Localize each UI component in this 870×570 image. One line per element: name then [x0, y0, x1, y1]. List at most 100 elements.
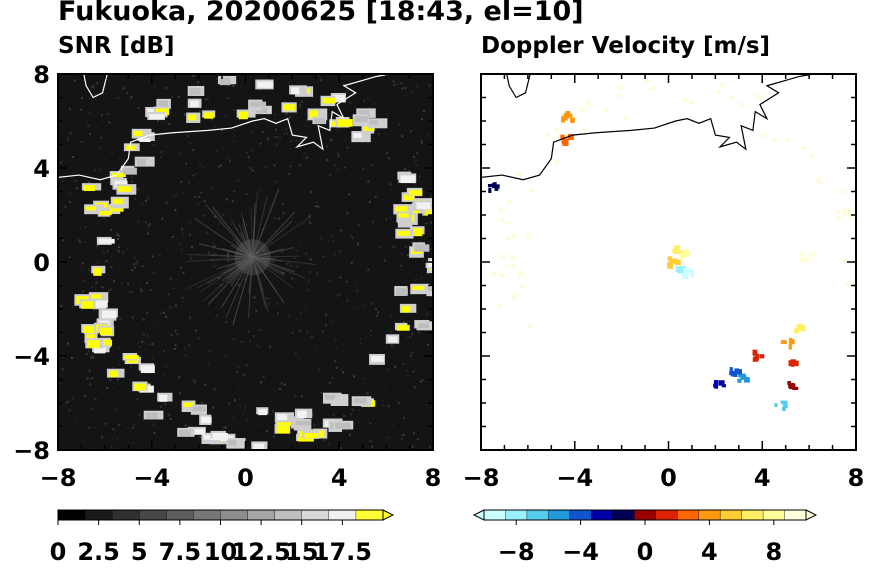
noise-speckle [66, 300, 69, 303]
noise-speckle [119, 317, 122, 320]
noise-speckle [242, 413, 245, 416]
noise-speckle [162, 311, 165, 314]
noise-speckle [202, 214, 205, 217]
velocity-point [780, 400, 786, 404]
noise-speckle [302, 156, 305, 159]
noise-speckle [116, 378, 119, 381]
velocity-point [806, 257, 810, 262]
noise-speckle [137, 106, 140, 109]
noise-speckle [356, 365, 359, 368]
echo-blob [107, 203, 124, 215]
velocity-point [783, 404, 788, 409]
noise-speckle [164, 403, 167, 406]
noise-speckle [369, 329, 372, 332]
velocity-point [798, 323, 804, 330]
velocity-colorbar-swatch [569, 509, 593, 521]
noise-speckle [178, 376, 181, 379]
weak-echo [525, 234, 531, 239]
noise-speckle [356, 243, 359, 246]
noise-speckle [270, 430, 273, 433]
velocity-point [842, 211, 846, 217]
echo-blob-core [201, 416, 212, 424]
noise-speckle [96, 126, 99, 129]
noise-speckle [247, 330, 250, 333]
noise-speckle [87, 124, 90, 127]
snr-x-tick-label: 4 [331, 464, 348, 492]
echo-blob [394, 322, 410, 331]
weak-echo [517, 270, 523, 275]
velocity-point [745, 377, 749, 381]
noise-speckle [88, 268, 91, 271]
velocity-point [560, 134, 565, 140]
snr-colorbar-swatch [193, 509, 222, 521]
echo-blob-core [276, 425, 290, 434]
echo-blob [124, 356, 141, 365]
noise-speckle [106, 386, 109, 389]
snr-panel: −8 −4 0 4 8 8 4 0 −4 −8 [13, 61, 441, 492]
velocity-point [667, 256, 673, 261]
noise-speckle [172, 287, 175, 290]
noise-speckle [147, 224, 150, 227]
noise-speckle [294, 352, 297, 355]
snr-y-tick-label: −8 [13, 437, 50, 465]
noise-speckle [299, 329, 302, 332]
clutter-ray [252, 195, 268, 258]
velocity-point [789, 339, 795, 344]
echo-blob-core [353, 398, 367, 404]
noise-speckle [191, 246, 194, 249]
noise-speckle [59, 262, 62, 265]
echo-blob-core [126, 358, 139, 364]
noise-speckle [342, 371, 345, 374]
weak-echo [500, 254, 506, 259]
velocity-x-tick-label: −8 [463, 464, 500, 492]
velocity-point [755, 353, 760, 360]
echo-blob [187, 98, 202, 108]
snr-colorbar-swatch [139, 509, 168, 521]
noise-speckle [302, 223, 305, 226]
noise-speckle [206, 97, 209, 100]
noise-speckle [95, 153, 98, 156]
noise-speckle [402, 362, 405, 365]
echo-blob [84, 204, 104, 215]
noise-speckle [370, 302, 373, 305]
echo-blob [134, 156, 155, 167]
noise-speckle [407, 320, 410, 323]
noise-speckle [391, 424, 394, 427]
noise-speckle [73, 443, 76, 446]
noise-speckle [260, 423, 263, 426]
noise-speckle [158, 254, 161, 257]
noise-speckle [357, 224, 360, 227]
echo-blob-core [315, 430, 325, 438]
noise-speckle [190, 257, 193, 260]
echo-blob [202, 110, 216, 119]
noise-speckle [427, 134, 430, 137]
noise-speckle [110, 438, 113, 441]
noise-speckle [262, 375, 265, 378]
noise-speckle [329, 173, 332, 176]
noise-speckle [405, 162, 408, 165]
noise-speckle [356, 289, 359, 292]
velocity-point [847, 206, 851, 211]
noise-speckle [151, 343, 154, 346]
weak-echo [527, 324, 533, 329]
noise-speckle [293, 135, 296, 138]
noise-speckle [116, 438, 119, 441]
noise-speckle [162, 120, 165, 123]
noise-speckle [231, 284, 234, 287]
noise-speckle [176, 333, 179, 336]
noise-speckle [305, 119, 308, 122]
snr-colorbar-swatch [220, 509, 249, 521]
noise-speckle [408, 335, 411, 338]
noise-speckle [110, 229, 113, 232]
echo-blob [97, 209, 112, 217]
noise-speckle [149, 222, 152, 225]
velocity-point [714, 380, 719, 386]
noise-speckle [421, 118, 424, 121]
noise-speckle [418, 240, 421, 243]
velocity-point [674, 245, 681, 249]
noise-speckle [98, 167, 101, 170]
noise-speckle [403, 167, 406, 170]
noise-speckle [152, 423, 155, 426]
noise-speckle [268, 346, 271, 349]
noise-speckle [84, 240, 87, 243]
